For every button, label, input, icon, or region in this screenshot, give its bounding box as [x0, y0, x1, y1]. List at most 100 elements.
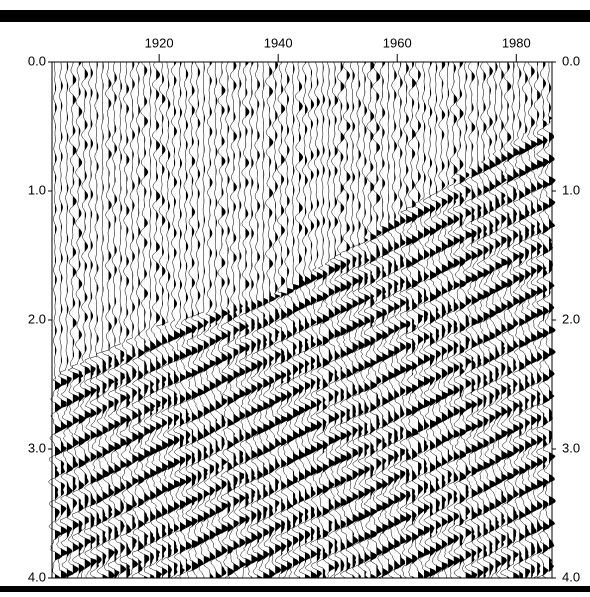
trace-fill	[251, 62, 258, 578]
trace-fill	[90, 62, 98, 578]
trace-fill	[132, 62, 139, 578]
trace-fill	[453, 62, 461, 578]
trace	[470, 62, 485, 579]
bottom-bar	[0, 586, 590, 592]
trace	[488, 61, 503, 579]
trace-fill	[370, 62, 377, 578]
trace	[226, 61, 241, 579]
trace-fill	[263, 62, 270, 578]
trace-fill	[364, 62, 371, 578]
trace	[405, 61, 420, 579]
trace	[333, 61, 348, 579]
trace-fill	[441, 62, 449, 578]
trace-fill	[203, 62, 211, 578]
trace-fill	[150, 62, 157, 578]
trace-fill	[269, 62, 276, 578]
trace-fill	[215, 62, 223, 578]
trace-fill	[328, 62, 336, 578]
trace	[161, 62, 175, 579]
trace	[464, 61, 479, 579]
x-tick-label: 1920	[145, 35, 174, 50]
trace	[316, 61, 330, 579]
trace	[173, 61, 187, 579]
trace	[321, 61, 336, 579]
trace	[131, 61, 146, 579]
trace-fill	[549, 62, 556, 578]
y-tick-label: 4.0	[28, 569, 46, 584]
trace	[143, 61, 158, 579]
trace	[482, 61, 497, 579]
trace-fill	[96, 62, 104, 578]
trace	[500, 61, 515, 579]
trace-fill	[299, 62, 306, 578]
trace-fill	[334, 62, 342, 578]
trace	[524, 61, 539, 579]
trace	[452, 61, 467, 579]
trace-fill	[459, 62, 467, 578]
trace-fill	[108, 62, 116, 578]
trace	[434, 61, 449, 579]
trace	[233, 61, 247, 579]
x-tick-label: 1960	[383, 35, 412, 50]
trace	[59, 61, 74, 579]
trace	[411, 61, 426, 579]
trace-fill	[418, 62, 425, 578]
trace-fill	[316, 62, 324, 578]
trace	[494, 61, 509, 579]
trace	[137, 61, 152, 579]
trace-fill	[465, 62, 473, 578]
y-tick-label: 3.0	[28, 440, 46, 455]
trace-fill	[120, 62, 127, 578]
trace	[256, 62, 271, 579]
trace-fill	[310, 62, 318, 578]
trace	[119, 61, 134, 579]
trace-fill	[406, 62, 413, 578]
trace	[506, 61, 521, 579]
trace	[458, 61, 473, 578]
trace	[536, 61, 551, 579]
trace	[196, 61, 211, 579]
trace	[375, 61, 390, 579]
trace-fill	[72, 62, 80, 578]
y-tick-label-right: 4.0	[562, 569, 580, 584]
trace-fill	[126, 62, 133, 578]
trace	[220, 61, 235, 579]
trace-fill	[257, 62, 264, 578]
trace	[238, 61, 253, 579]
seismic-traces	[48, 61, 556, 579]
y-tick-label-right: 3.0	[562, 440, 580, 455]
trace-fill	[281, 62, 288, 578]
trace-fill	[84, 62, 92, 578]
trace	[95, 61, 110, 579]
trace-fill	[227, 62, 235, 578]
trace	[71, 61, 86, 579]
trace	[339, 61, 354, 579]
trace-fill	[287, 62, 294, 578]
trace	[280, 61, 295, 579]
trace-fill	[162, 62, 169, 578]
trace-fill	[495, 62, 502, 578]
trace	[66, 61, 80, 579]
x-tick-label: 1940	[264, 35, 293, 50]
trace-fill	[489, 62, 496, 578]
trace-fill	[191, 62, 199, 578]
x-tick-label: 1980	[502, 35, 531, 50]
trace	[387, 61, 401, 579]
trace	[440, 61, 455, 579]
y-tick-label-right: 0.0	[562, 53, 580, 68]
trace	[190, 61, 205, 578]
trace-fill	[102, 62, 110, 578]
trace-fill	[471, 62, 479, 578]
trace	[399, 61, 414, 579]
y-tick-label: 1.0	[28, 182, 46, 197]
trace-fill	[412, 62, 419, 578]
trace	[107, 61, 122, 579]
trace	[274, 61, 289, 579]
trace-fill	[483, 62, 491, 578]
trace	[327, 61, 342, 579]
trace-fill	[54, 62, 62, 578]
trace	[298, 61, 312, 579]
trace-fill	[209, 62, 216, 578]
trace	[446, 61, 461, 579]
